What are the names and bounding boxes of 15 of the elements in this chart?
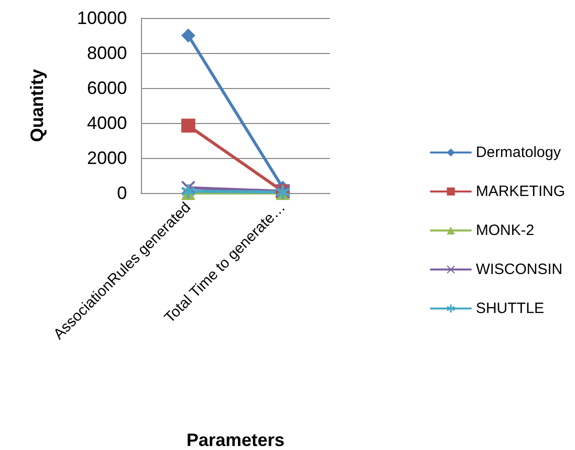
legend-label: Dermatology <box>476 144 562 161</box>
point <box>181 28 196 42</box>
y-tick-label: 6000 <box>86 78 127 98</box>
y-tick-label: 8000 <box>86 43 127 63</box>
x-axis-title: Parameters <box>186 430 285 450</box>
y-axis-title: Quantity <box>27 68 47 142</box>
point <box>181 118 196 133</box>
legend-label: MARKETING <box>476 183 566 200</box>
y-tick-label: 2000 <box>86 148 127 168</box>
y-tick-label: 4000 <box>86 113 127 133</box>
legend-label: MONK-2 <box>476 222 534 239</box>
legend-label: WISCONSIN <box>476 261 562 278</box>
y-tick-label: 10000 <box>76 8 127 28</box>
legend-label: SHUTTLE <box>476 300 544 317</box>
y-tick-label: 0 <box>116 183 127 203</box>
